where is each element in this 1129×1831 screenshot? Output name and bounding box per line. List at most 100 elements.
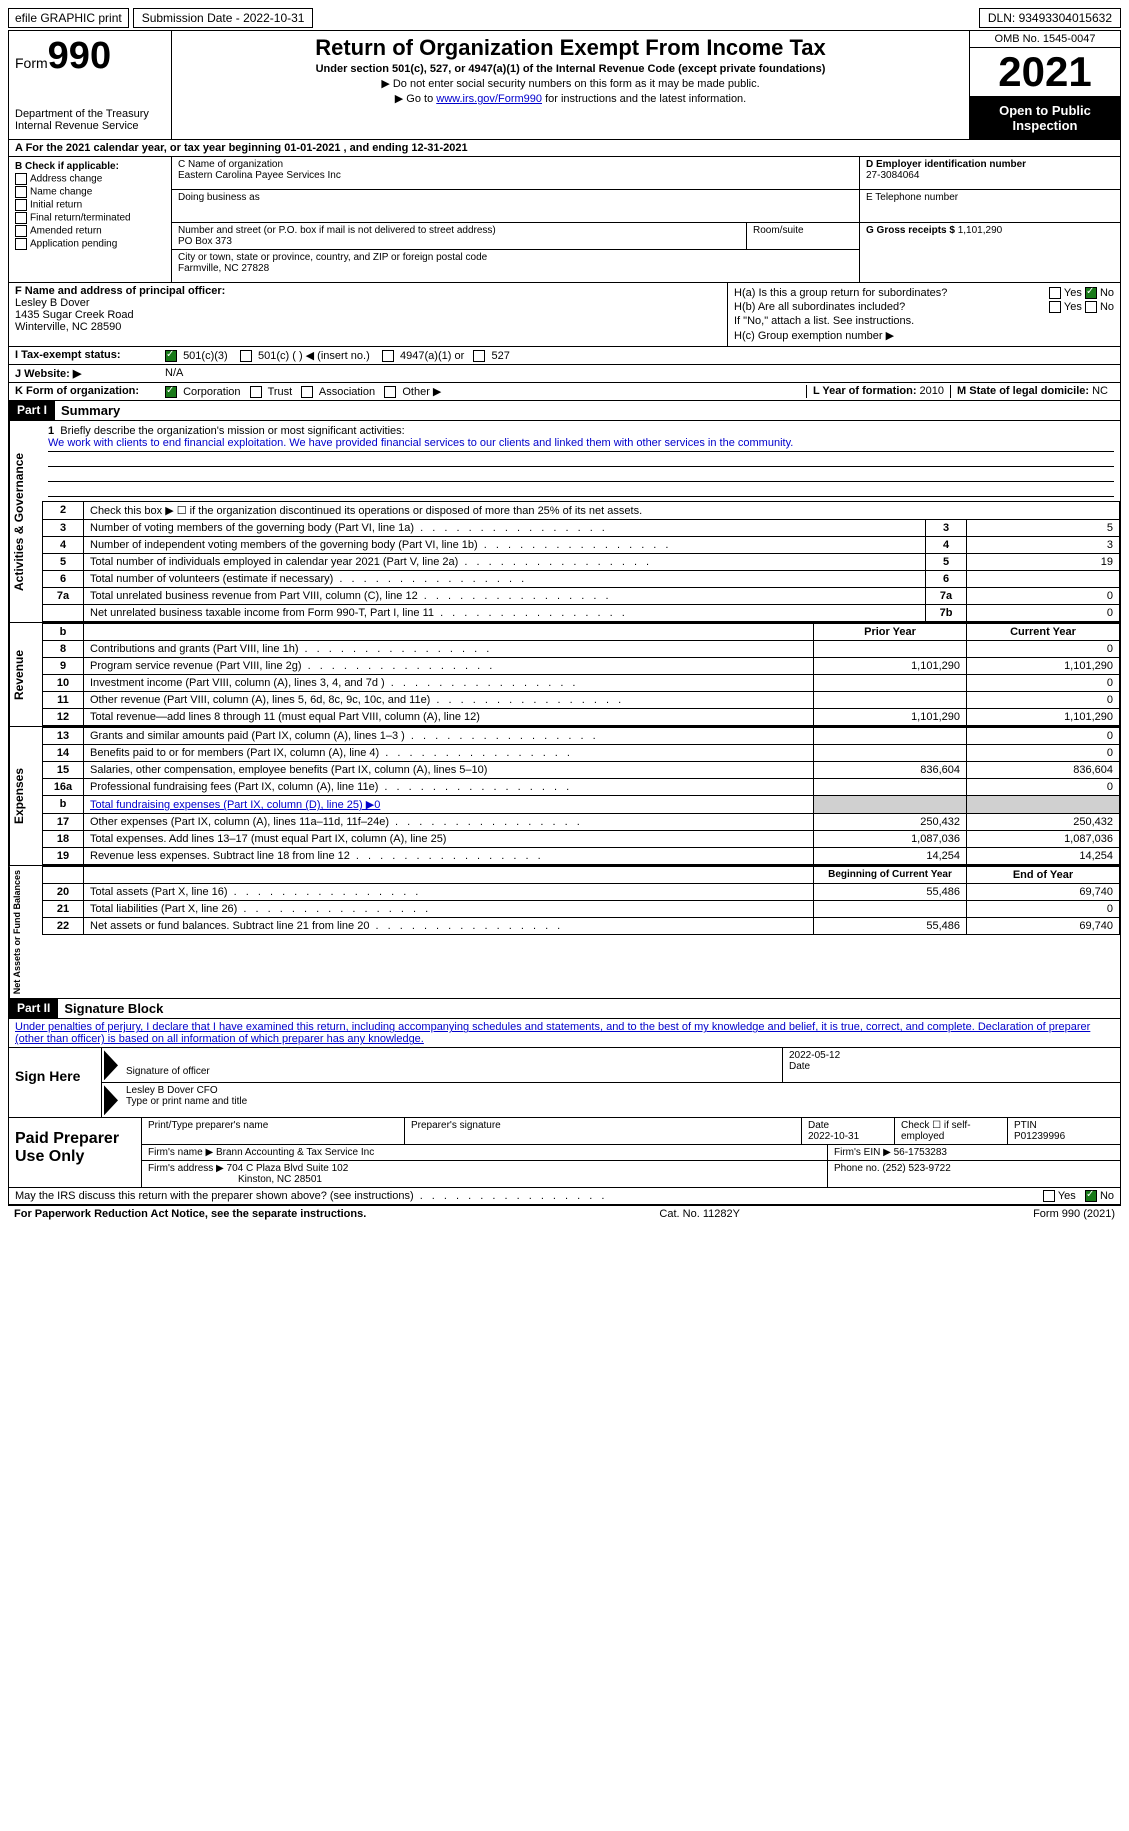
line-9-cur: 1,101,290 <box>967 658 1120 675</box>
sign-section: Sign Here Signature of officer 2022-05-1… <box>9 1048 1120 1118</box>
line-10: Investment income (Part VIII, column (A)… <box>84 675 814 692</box>
chk-address-change[interactable]: Address change <box>15 173 165 185</box>
line-20: Total assets (Part X, line 16) <box>84 884 814 901</box>
open-inspection: Open to Public Inspection <box>970 97 1120 139</box>
line-16a: Professional fundraising fees (Part IX, … <box>84 779 814 796</box>
org-name: Eastern Carolina Payee Services Inc <box>178 170 853 181</box>
line-8-cur: 0 <box>967 641 1120 658</box>
line-17-prior: 250,432 <box>814 814 967 831</box>
paid-preparer-label: Paid Preparer Use Only <box>9 1118 142 1187</box>
line-7a-val: 0 <box>967 588 1120 605</box>
line-5: Total number of individuals employed in … <box>84 554 926 571</box>
line-15: Salaries, other compensation, employee b… <box>84 762 814 779</box>
form-note1: ▶ Do not enter social security numbers o… <box>178 77 963 90</box>
chk-corporation <box>165 386 177 398</box>
header-left: Form990 Department of the Treasury Inter… <box>9 31 172 139</box>
chk-final-return[interactable]: Final return/terminated <box>15 212 165 224</box>
line-6-val <box>967 571 1120 588</box>
d-ein-label: D Employer identification number <box>866 159 1114 170</box>
current-year-header: Current Year <box>967 624 1120 641</box>
row-i: I Tax-exempt status: 501(c)(3) 501(c) ( … <box>9 347 1120 365</box>
irs-link[interactable]: www.irs.gov/Form990 <box>436 93 542 105</box>
line-8: Contributions and grants (Part VIII, lin… <box>84 641 814 658</box>
preparer-section: Paid Preparer Use Only Print/Type prepar… <box>9 1118 1120 1188</box>
header-right: OMB No. 1545-0047 2021 Open to Public In… <box>970 31 1120 139</box>
sig-officer-label: Signature of officer <box>126 1066 776 1077</box>
chk-amended-return[interactable]: Amended return <box>15 225 165 237</box>
submission-date: Submission Date - 2022-10-31 <box>133 8 314 28</box>
firm-addr2: Kinston, NC 28501 <box>238 1174 322 1185</box>
row-k: K Form of organization: Corporation Trus… <box>9 383 1120 401</box>
line-16a-cur: 0 <box>967 779 1120 796</box>
discuss-row: May the IRS discuss this return with the… <box>9 1188 1120 1205</box>
i-label: I Tax-exempt status: <box>15 349 165 362</box>
chk-initial-return[interactable]: Initial return <box>15 199 165 211</box>
header-mid: Return of Organization Exempt From Incom… <box>172 31 970 139</box>
expenses-table: 13Grants and similar amounts paid (Part … <box>42 727 1120 865</box>
ha-label: H(a) Is this a group return for subordin… <box>734 287 947 299</box>
revenue-table: bPrior YearCurrent Year 8Contributions a… <box>42 623 1120 726</box>
line-2: Check this box ▶ ☐ if the organization d… <box>84 502 1120 520</box>
prep-date: 2022-10-31 <box>808 1131 859 1142</box>
line-18-prior: 1,087,036 <box>814 831 967 848</box>
form-title: Return of Organization Exempt From Incom… <box>178 35 963 61</box>
part1-label: Part I <box>9 401 55 420</box>
line-7b: Net unrelated business taxable income fr… <box>84 605 926 622</box>
addr-value: PO Box 373 <box>178 236 740 247</box>
chk-name-change[interactable]: Name change <box>15 186 165 198</box>
firm-phone: (252) 523-9722 <box>882 1163 950 1174</box>
firm-addr1: 704 C Plaza Blvd Suite 102 <box>227 1163 349 1174</box>
room-label: Room/suite <box>747 223 859 249</box>
part1-title: Summary <box>55 401 126 420</box>
ha-no-checked <box>1085 287 1097 299</box>
line-18: Total expenses. Add lines 13–17 (must eq… <box>84 831 814 848</box>
sign-here-label: Sign Here <box>9 1048 102 1117</box>
cat-number: Cat. No. 11282Y <box>659 1208 740 1220</box>
dln-box: DLN: 93493304015632 <box>979 8 1121 28</box>
sig-arrow-icon <box>104 1050 118 1080</box>
officer-name-label: Type or print name and title <box>126 1096 1114 1107</box>
c-name-label: C Name of organization <box>178 159 853 170</box>
part2-label: Part II <box>9 999 58 1018</box>
line-16b[interactable]: Total fundraising expenses (Part IX, col… <box>90 799 380 811</box>
efile-print-button[interactable]: efile GRAPHIC print <box>8 8 129 28</box>
part2-header-row: Part II Signature Block <box>9 999 1120 1019</box>
line-9: Program service revenue (Part VIII, line… <box>84 658 814 675</box>
sig-date: 2022-05-12 <box>789 1050 1114 1061</box>
line-5-val: 19 <box>967 554 1120 571</box>
chk-501c3 <box>165 350 177 362</box>
activities-governance-section: Activities & Governance 1 Briefly descri… <box>9 421 1120 623</box>
line-6: Total number of volunteers (estimate if … <box>84 571 926 588</box>
firm-name: Brann Accounting & Tax Service Inc <box>216 1147 374 1158</box>
hc-label: H(c) Group exemption number ▶ <box>734 329 1114 342</box>
city-value: Farmville, NC 27828 <box>178 263 853 274</box>
dba-label: Doing business as <box>178 192 853 203</box>
line-21: Total liabilities (Part X, line 26) <box>84 901 814 918</box>
j-label: J Website: ▶ <box>15 367 165 380</box>
city-label: City or town, state or province, country… <box>178 252 853 263</box>
net-assets-section: Net Assets or Fund Balances Beginning of… <box>9 866 1120 999</box>
line-15-prior: 836,604 <box>814 762 967 779</box>
end-year-header: End of Year <box>967 867 1120 884</box>
hb-note: If "No," attach a list. See instructions… <box>734 315 1114 327</box>
hb-label: H(b) Are all subordinates included? <box>734 301 905 313</box>
prep-self-employed[interactable]: Check ☐ if self-employed <box>895 1118 1008 1144</box>
form-container: Form990 Department of the Treasury Inter… <box>8 30 1121 1206</box>
line-14-cur: 0 <box>967 745 1120 762</box>
sig-arrow-icon-2 <box>104 1085 118 1115</box>
ag-table: 2Check this box ▶ ☐ if the organization … <box>42 501 1120 622</box>
form-header: Form990 Department of the Treasury Inter… <box>9 31 1120 140</box>
officer-addr1: 1435 Sugar Creek Road <box>15 309 721 321</box>
box-h: H(a) Is this a group return for subordin… <box>728 283 1120 346</box>
mission-text: We work with clients to end financial ex… <box>48 437 1114 452</box>
line-22: Net assets or fund balances. Subtract li… <box>84 918 814 935</box>
chk-application-pending[interactable]: Application pending <box>15 238 165 250</box>
line-9-prior: 1,101,290 <box>814 658 967 675</box>
form-number: 990 <box>48 35 111 77</box>
line-20-end: 69,740 <box>967 884 1120 901</box>
box-d: D Employer identification number 27-3084… <box>860 157 1120 282</box>
mission-box: 1 Briefly describe the organization's mi… <box>42 421 1120 501</box>
line-15-cur: 836,604 <box>967 762 1120 779</box>
side-label-net-assets: Net Assets or Fund Balances <box>9 866 42 998</box>
row-a-period: A For the 2021 calendar year, or tax yea… <box>9 140 1120 157</box>
